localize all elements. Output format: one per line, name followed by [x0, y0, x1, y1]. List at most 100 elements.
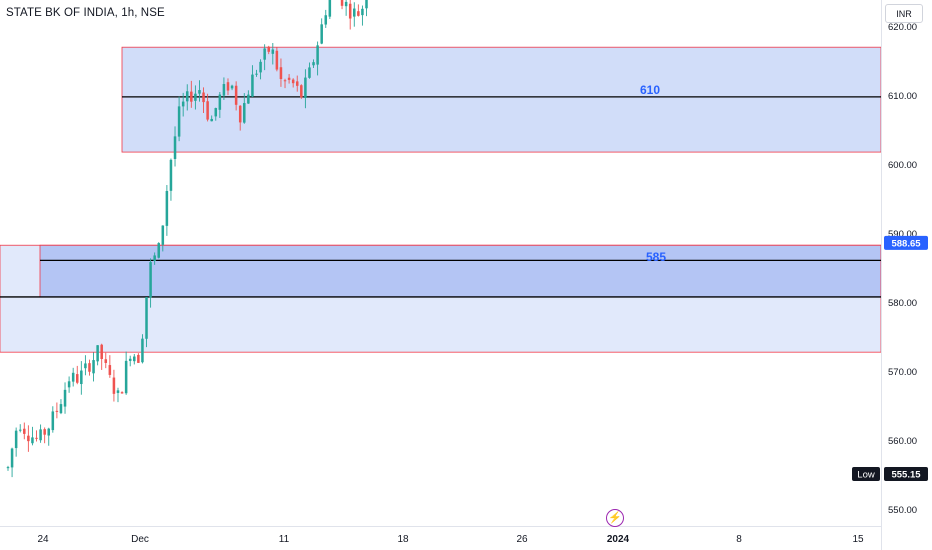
candle-body [316, 45, 319, 65]
candle-body [177, 106, 181, 137]
candle-body [308, 67, 311, 78]
candle-body [153, 255, 156, 261]
candle-body [55, 410, 59, 412]
candle-body [230, 85, 234, 89]
candle-body [149, 262, 152, 298]
candle-body [194, 93, 197, 101]
candle-body [304, 77, 307, 98]
y-tick-label: 590.00 [888, 229, 917, 240]
candle-body [63, 389, 67, 407]
candle-body [137, 354, 140, 363]
candle-body [6, 467, 10, 469]
candle-body [271, 49, 275, 54]
candle-body [218, 94, 222, 110]
candle-body [96, 345, 99, 362]
candle-body [165, 190, 169, 226]
candle-body [259, 61, 262, 73]
candle-body [255, 73, 258, 75]
candle-body [202, 92, 205, 103]
candle-body [92, 360, 95, 374]
currency-button[interactable]: INR [885, 4, 923, 23]
candle-body [39, 429, 42, 441]
candle-body [324, 15, 328, 25]
candle-body [124, 360, 128, 394]
candle-body [100, 344, 103, 359]
candle-body [320, 24, 323, 44]
price-tag-label: Low [857, 469, 875, 480]
candle-body [243, 103, 246, 123]
y-tick-label: 620.00 [888, 22, 917, 33]
candle-body [328, 0, 332, 17]
x-tick-label: 11 [279, 534, 290, 545]
candle-body [287, 77, 291, 80]
candle-body [104, 359, 108, 363]
candle-body [234, 85, 238, 105]
candle-body [59, 404, 63, 414]
candle-body [267, 46, 270, 52]
candle-body [84, 363, 87, 369]
candle-body [80, 370, 83, 385]
candle-body [279, 67, 283, 80]
candle-body [128, 358, 132, 361]
candle-body [173, 136, 177, 159]
candle-body [120, 392, 124, 394]
candle-body [312, 62, 315, 66]
candle-body [35, 437, 38, 439]
price-badge [884, 235, 928, 250]
candle-body [112, 377, 116, 394]
x-tick-label: 24 [37, 534, 49, 545]
candle-body [157, 243, 160, 258]
x-tick-label: 15 [852, 534, 864, 545]
candle-body [300, 85, 303, 98]
time-axis-divider [0, 526, 881, 527]
candle-body [348, 3, 352, 19]
candle-body [263, 48, 266, 60]
candle-body [43, 429, 46, 435]
zone-label-585: 585 [646, 250, 666, 264]
candle-body [71, 372, 75, 382]
price-tag [852, 466, 880, 481]
candle-body [116, 390, 120, 393]
lightning-icon[interactable]: ⚡ [606, 509, 624, 527]
candle-body [181, 101, 185, 107]
candle-body [295, 81, 299, 86]
candle-body [340, 0, 344, 6]
y-tick-label: 580.00 [888, 298, 917, 309]
candle-body [27, 435, 30, 442]
y-tick-label: 570.00 [888, 367, 917, 378]
candle-body [365, 0, 368, 9]
candle-body [169, 159, 173, 191]
candle-body [344, 1, 348, 7]
y-tick-label: 610.00 [888, 91, 917, 102]
y-tick-label: 550.00 [888, 505, 917, 516]
y-tick-label: 560.00 [888, 436, 917, 447]
zone-label-610: 610 [640, 83, 660, 97]
candle-body [88, 363, 91, 372]
candle-body [190, 91, 193, 102]
price-badge-value: 588.65 [891, 238, 921, 249]
candle-body [108, 365, 112, 375]
y-tick-label: 600.00 [888, 160, 917, 171]
candle-body [210, 118, 213, 122]
x-tick-label: 18 [397, 534, 409, 545]
chart-title: STATE BK OF INDIA, 1h, NSE [6, 7, 165, 19]
candle-body [18, 429, 22, 431]
candle-body [67, 381, 71, 388]
candle-body [353, 8, 356, 17]
candle-body [357, 11, 360, 16]
candle-body [23, 428, 26, 434]
candle-body [206, 101, 209, 120]
candle-body [198, 90, 201, 94]
candle-body [75, 374, 79, 383]
candle-body [133, 356, 136, 362]
candle-body [214, 108, 218, 117]
x-tick-label: 26 [516, 534, 528, 545]
candle-body [141, 338, 144, 363]
price-badge-value: 555.15 [891, 469, 921, 480]
price-axis-divider [881, 0, 882, 550]
candle-body [161, 225, 165, 245]
candle-body [283, 80, 287, 82]
candle-body [145, 297, 148, 339]
